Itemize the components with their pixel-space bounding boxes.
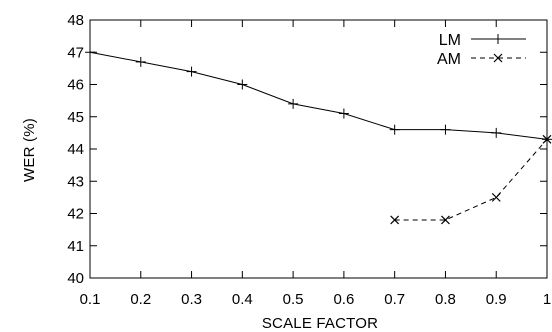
data-point-am xyxy=(390,215,400,225)
y-tick-label: 48 xyxy=(67,12,84,29)
marker-stroke xyxy=(390,215,400,225)
x-tick-label: 0.1 xyxy=(80,291,101,308)
legend-marker-lm xyxy=(493,34,503,44)
data-point-am xyxy=(491,192,501,202)
y-axis: 40 41 42 43 44 45 46 47 48 xyxy=(67,12,547,287)
data-point-lm xyxy=(440,124,451,135)
x-tick-label: 0.2 xyxy=(130,291,151,308)
data-point-lm xyxy=(288,98,299,109)
x-tick-label: 0.8 xyxy=(435,291,456,308)
series-line-lm xyxy=(89,51,548,140)
x-tick-label: 1 xyxy=(543,291,551,308)
x-tick-label: 0.9 xyxy=(486,291,507,308)
y-tick-label: 45 xyxy=(67,109,84,126)
marker-stroke xyxy=(491,192,501,202)
legend-label-am: AM xyxy=(437,51,461,68)
y-tick-label: 40 xyxy=(67,270,84,287)
y-tick-label: 44 xyxy=(67,141,84,158)
data-point-lm xyxy=(389,124,400,135)
x-axis-title: SCALE FACTOR xyxy=(262,315,378,332)
y-tick-label: 47 xyxy=(67,44,84,61)
x-tick-label: 0.5 xyxy=(283,291,304,308)
data-point-lm xyxy=(338,108,349,119)
legend-marker-am xyxy=(493,53,503,63)
marker-stroke xyxy=(493,53,503,63)
data-point-am xyxy=(542,134,552,144)
x-tick-label: 0.6 xyxy=(333,291,354,308)
data-point-lm xyxy=(135,56,146,67)
data-point-am xyxy=(441,215,450,225)
x-axis: 0.1 0.2 0.3 0.4 0.5 0.6 0.7 0.8 0.9 1 xyxy=(80,20,551,308)
data-point-lm xyxy=(237,79,248,90)
marker-stroke xyxy=(441,215,450,225)
y-axis-title: WER (%) xyxy=(21,118,38,182)
data-point-lm xyxy=(491,127,502,138)
legend: LM AM xyxy=(437,32,526,68)
x-tick-label: 0.4 xyxy=(232,291,253,308)
y-tick-label: 42 xyxy=(67,206,84,223)
x-tick-label: 0.3 xyxy=(181,291,202,308)
plot-border xyxy=(89,19,548,279)
y-tick-label: 46 xyxy=(67,77,84,94)
y-tick-label: 41 xyxy=(67,238,84,255)
plot-area xyxy=(89,19,548,279)
data-point-lm xyxy=(186,66,197,77)
marker-stroke xyxy=(542,134,552,144)
y-tick-label: 43 xyxy=(67,173,84,190)
series-layer xyxy=(85,47,552,225)
data-point-lm xyxy=(85,47,95,58)
legend-label-lm: LM xyxy=(439,32,461,49)
series-line-am xyxy=(394,138,548,221)
x-tick-label: 0.7 xyxy=(384,291,405,308)
